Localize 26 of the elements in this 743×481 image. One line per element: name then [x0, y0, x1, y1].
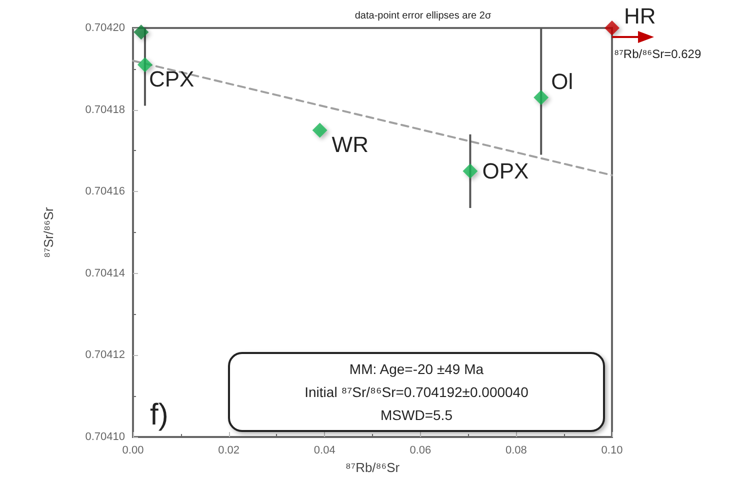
annotation: CPX: [148, 66, 195, 92]
annotation: Initial ⁸⁷Sr/⁸⁶Sr=0.704192±0.000040: [304, 382, 530, 402]
annotation: OPX: [482, 158, 529, 184]
annotation: ⁸⁷Rb/⁸⁶Sr=0.629: [614, 47, 702, 61]
x-tick-label: 0.10: [601, 444, 623, 456]
y-tick-label: 0.70412: [85, 349, 125, 362]
text-box: MM: Age=-20 ±49 Ma Initial ⁸⁷Sr/⁸⁶Sr=0.704192±0.000040 MSWD=5.5: [228, 352, 605, 432]
y-tick-label: 0.70416: [85, 186, 125, 198]
x-tick-label: 0.02: [218, 444, 240, 456]
y-tick-label: 0.70410: [85, 431, 125, 443]
annotation: HR: [624, 4, 656, 28]
y-axis-title: ⁸⁷Sr/⁸⁶Sr: [41, 206, 56, 258]
x-axis-title: ⁸⁷Rb/⁸⁶Sr: [345, 460, 400, 475]
x-tick-label: 0.08: [505, 444, 527, 456]
annotation: WR: [332, 132, 368, 157]
x-tick-label: 0.04: [314, 444, 336, 456]
annotation: Ol: [551, 69, 574, 94]
text: data-point error ellipses are 2σ: [354, 10, 492, 22]
y-tick-label: 0.70420: [85, 22, 125, 34]
annotation: MSWD=5.5: [380, 406, 454, 424]
x-tick-label: 0.00: [122, 444, 144, 456]
y-tick-label: 0.70418: [85, 104, 125, 116]
annotation: f): [150, 398, 168, 432]
annotation: MM: Age=-20 ±49 Ma: [348, 360, 485, 379]
x-tick-label: 0.06: [410, 444, 432, 456]
y-tick-label: 0.70414: [85, 267, 125, 280]
